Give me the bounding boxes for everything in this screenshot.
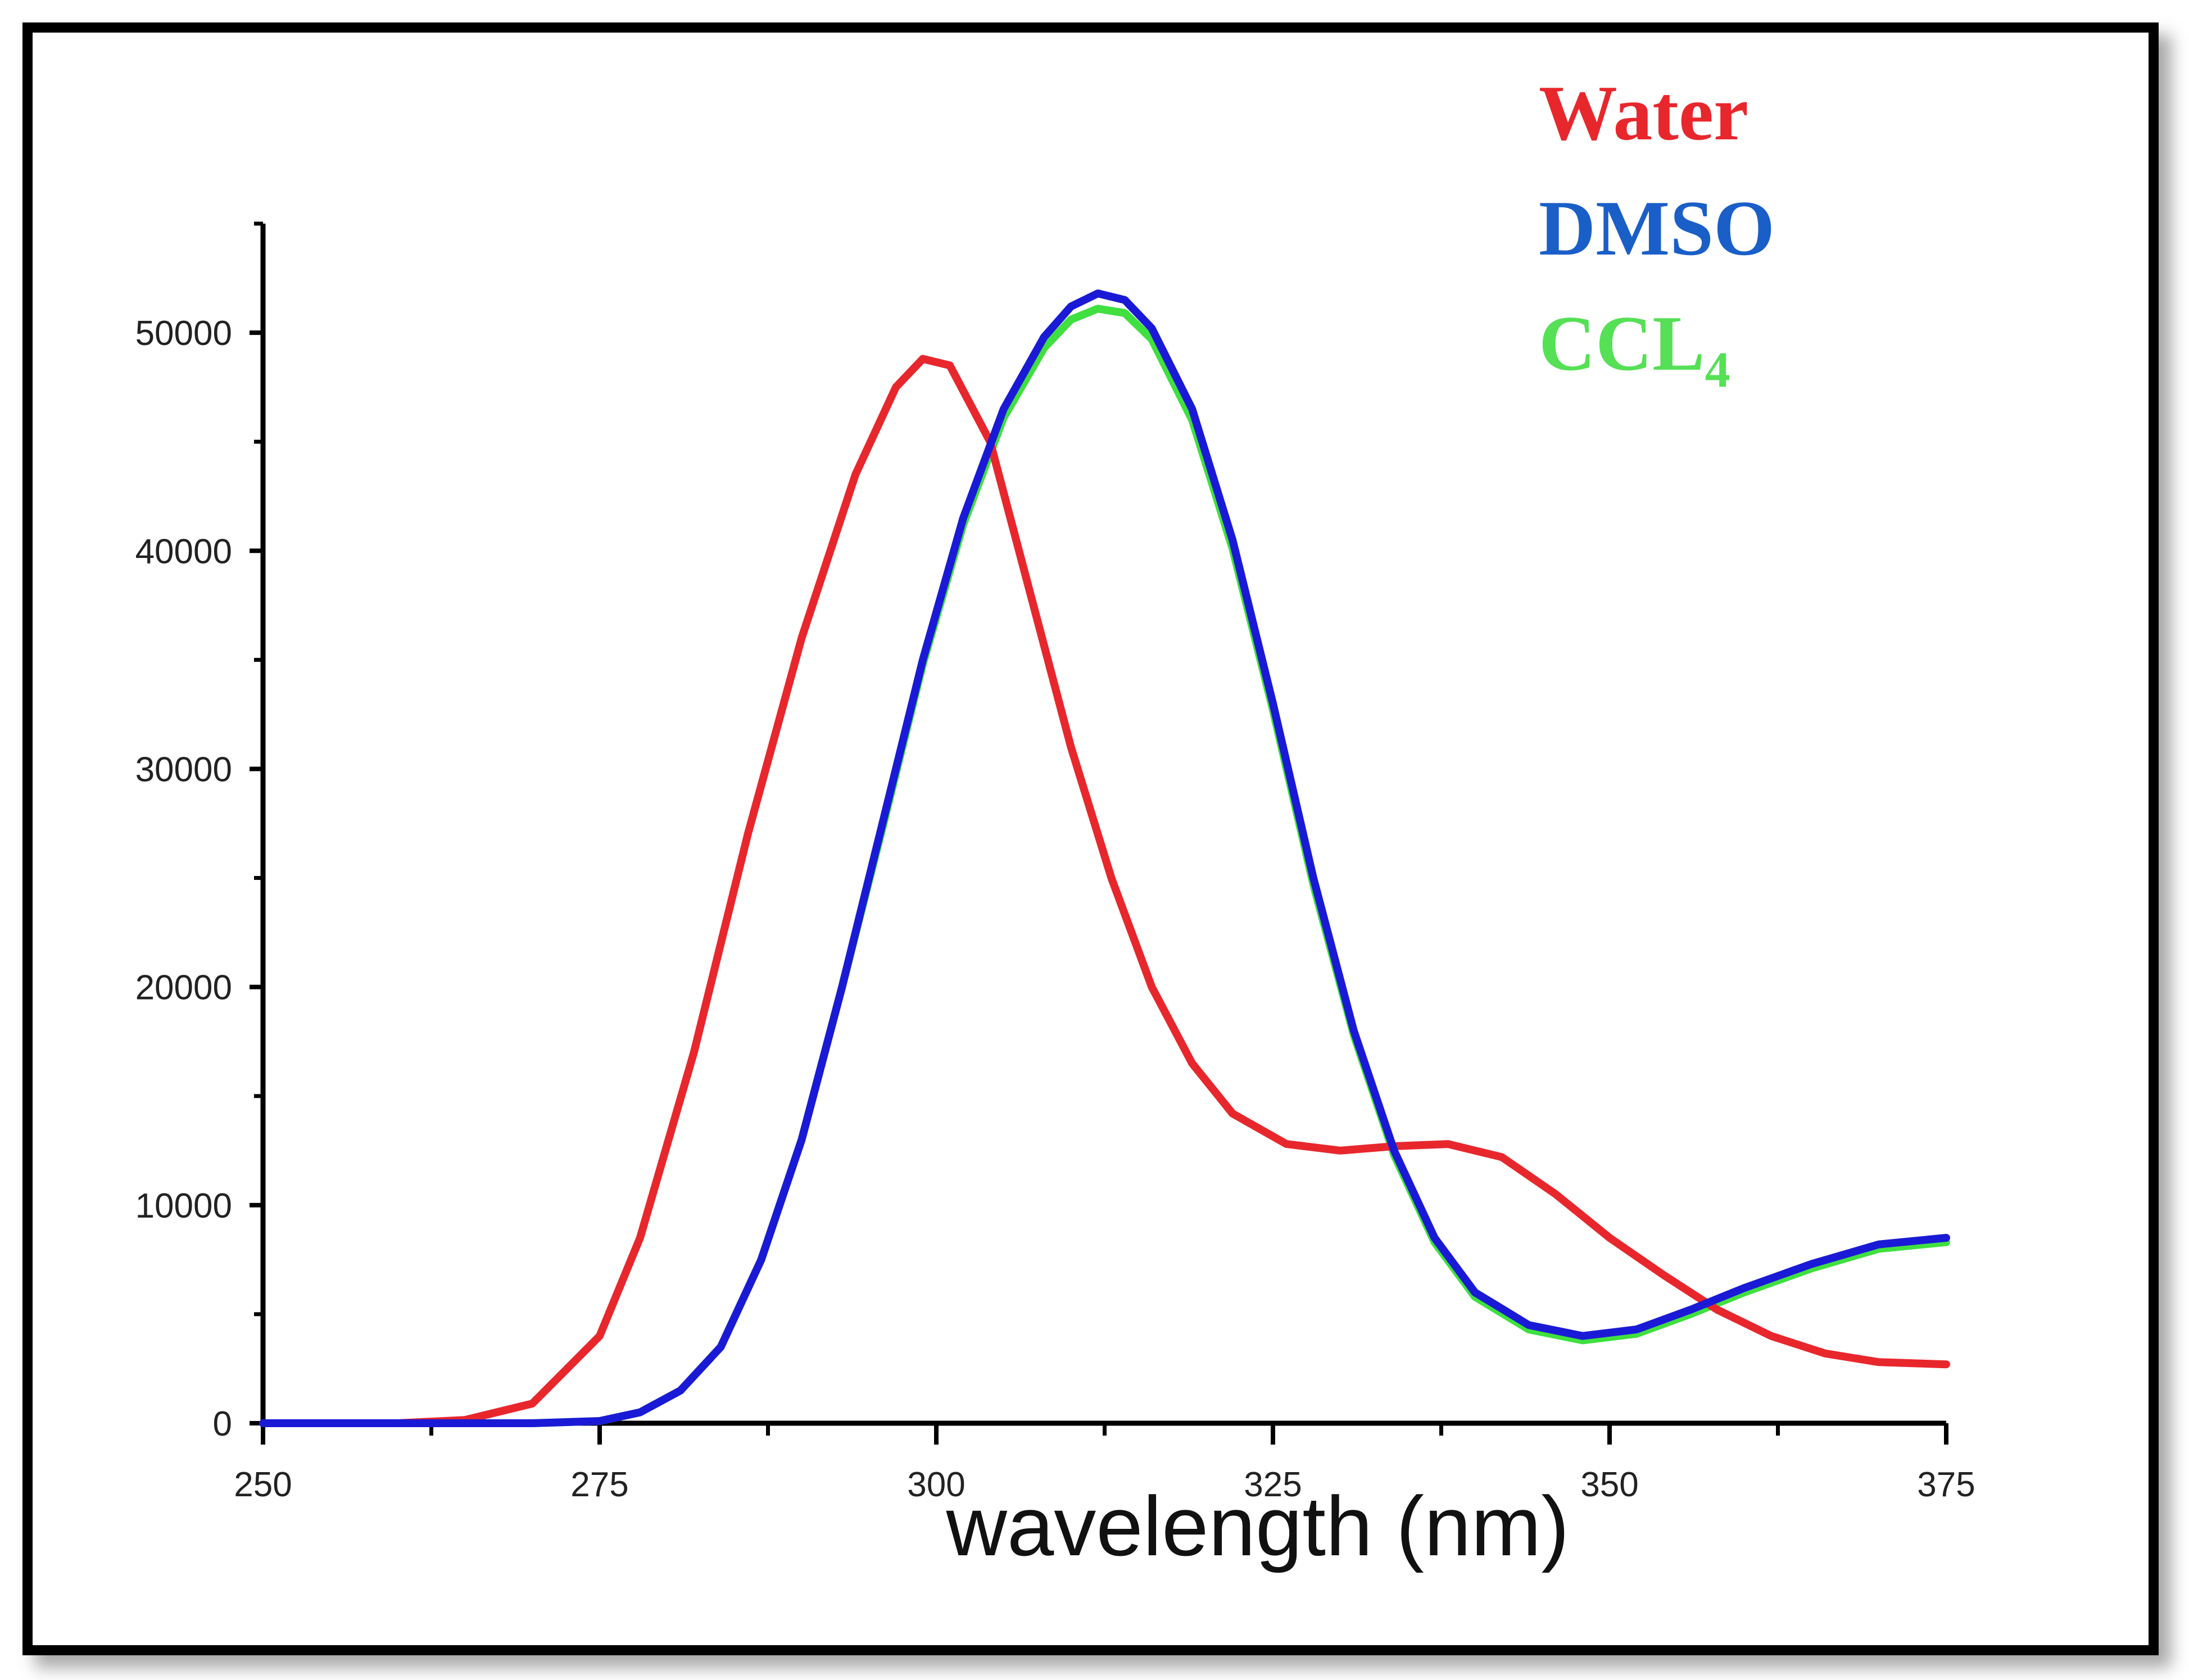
legend-label-ccl4: CCL4 bbox=[1539, 300, 1730, 398]
y-tick-label: 20000 bbox=[135, 969, 232, 1007]
y-tick-label: 30000 bbox=[135, 750, 232, 789]
y-tick-label: 50000 bbox=[135, 314, 232, 353]
x-axis-title: wavelength (nm) bbox=[946, 1479, 1570, 1573]
series-line-dmso bbox=[259, 289, 1950, 1427]
x-tick-label: 250 bbox=[234, 1465, 292, 1504]
x-tick-label: 375 bbox=[1917, 1465, 1975, 1504]
chart-svg: 250 275 300 325 350 375 0 10000 20000 30000 40000 5… bbox=[135, 70, 1975, 1573]
x-tick-label: 300 bbox=[907, 1465, 965, 1504]
y-tick-label: 0 bbox=[213, 1405, 232, 1443]
y-tick-label: 10000 bbox=[135, 1187, 232, 1225]
legend-label-ccl4-subscript: 4 bbox=[1705, 342, 1730, 398]
x-tick-label: 350 bbox=[1580, 1465, 1638, 1504]
axes-layer bbox=[260, 224, 1946, 1426]
series-line-water bbox=[259, 355, 1950, 1427]
ticks-layer: 250 275 300 325 350 375 0 10000 20000 30000 40000 5… bbox=[135, 221, 1975, 1504]
legend-label-water: Water bbox=[1539, 70, 1748, 157]
legend: Water DMSO CCL4 bbox=[1539, 70, 1775, 398]
x-tick-label: 325 bbox=[1244, 1465, 1302, 1504]
y-tick-label: 40000 bbox=[135, 532, 232, 571]
legend-label-ccl4-main: CCL bbox=[1539, 300, 1705, 387]
legend-label-dmso: DMSO bbox=[1539, 185, 1775, 272]
chart-frame: 250 275 300 325 350 375 0 10000 20000 30000 40000 5… bbox=[22, 22, 2159, 1655]
x-tick-label: 275 bbox=[570, 1465, 628, 1504]
series-layer bbox=[259, 289, 1950, 1427]
